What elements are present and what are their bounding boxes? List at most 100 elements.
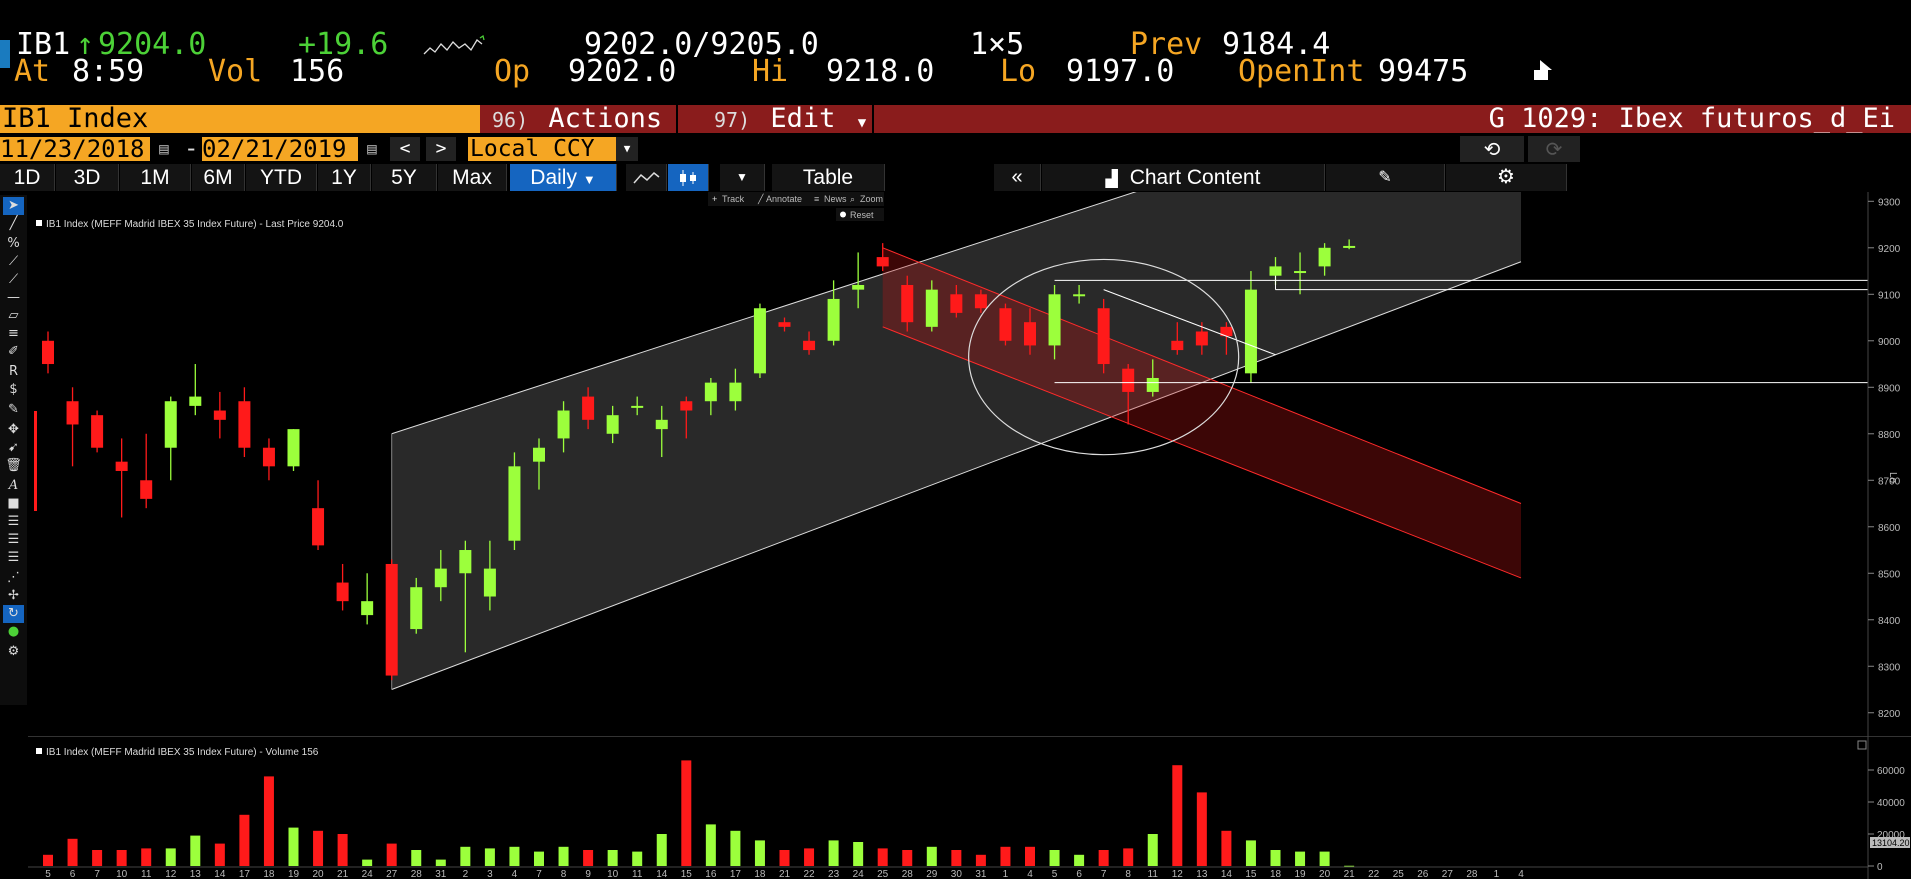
prev-period-button[interactable]: < [390,137,420,161]
candle-46[interactable] [1171,340,1184,351]
trend-line-icon[interactable]: ╱ [9,216,18,231]
volume-bar-7[interactable] [214,843,225,866]
volume-bar-21[interactable] [558,846,569,866]
volume-bar-30[interactable] [779,850,790,866]
candle-50[interactable] [1269,266,1282,276]
volume-bar-39[interactable] [1000,846,1011,866]
currency-field[interactable]: Local CCY [468,137,616,161]
volume-bar-28[interactable] [730,830,741,866]
candle-24[interactable] [631,405,644,408]
volume-bar-8[interactable] [239,814,250,866]
select-icon[interactable]: ➹ [8,440,19,455]
volume-bar-27[interactable] [705,824,716,866]
candle-28[interactable] [729,382,742,402]
brush-icon[interactable]: ✎ [8,402,19,417]
pencil-icon[interactable]: ✐ [8,344,19,359]
candle-34[interactable] [876,257,889,267]
volume-bar-29[interactable] [754,840,765,866]
candle-47[interactable] [1195,331,1208,346]
calendar-icon[interactable]: ▤ [367,139,377,158]
percent-tool-icon[interactable]: % [7,236,20,251]
volume-bar-22[interactable] [583,850,594,866]
volume-bar-38[interactable] [975,854,986,866]
volume-bar-49[interactable] [1245,840,1256,866]
settings-gear-icon[interactable]: ⚙ [1446,164,1567,191]
candle-12[interactable] [336,582,349,602]
volume-bar-13[interactable] [362,859,373,866]
candle-0[interactable] [42,340,54,365]
candle-33[interactable] [852,284,865,290]
panel-maximize-icon[interactable] [1857,740,1867,750]
volume-bar-24[interactable] [632,851,643,866]
candle-20[interactable] [533,447,545,462]
candle-30[interactable] [778,322,791,327]
r-tool-icon[interactable]: R [8,364,19,379]
volume-bar-23[interactable] [607,850,618,866]
candle-10[interactable] [287,429,300,467]
candle-51[interactable] [1294,271,1307,274]
volume-bar-1[interactable] [67,838,78,866]
candlestick-icon[interactable] [668,164,709,191]
trash-icon[interactable]: 🗑 [5,458,22,473]
candle-36[interactable] [925,289,938,327]
dotted-line-icon[interactable]: ⋰ [7,570,20,585]
start-date-field[interactable]: 11/23/2018 [0,137,150,161]
candle-25[interactable] [655,419,668,430]
candle-5[interactable] [164,401,177,448]
move-icon[interactable]: ✥ [8,422,19,437]
refresh-icon[interactable]: ↻ [3,605,24,623]
volume-bar-47[interactable] [1196,792,1207,866]
volume-bar-46[interactable] [1172,765,1183,866]
annotate-control[interactable]: Annotate [766,194,802,204]
security-field[interactable]: IB1 Index [0,105,480,133]
candle-40[interactable] [1024,322,1036,346]
period-button-6m[interactable]: 6M [192,164,245,191]
volume-bar-4[interactable] [141,848,152,866]
candle-53[interactable] [1343,245,1356,248]
rectangle-icon[interactable]: ■ [7,496,20,511]
candle-38[interactable] [974,294,987,309]
end-date-field[interactable]: 02/21/2019 [202,137,358,161]
volume-bar-2[interactable] [92,850,103,866]
period-button-ytd[interactable]: YTD [246,164,317,191]
volume-bar-34[interactable] [877,848,888,866]
volume-bar-45[interactable] [1147,834,1158,866]
line-tool-icon[interactable]: ⟋ [8,254,19,269]
candle-15[interactable] [410,587,423,630]
volume-bar-18[interactable] [484,848,495,866]
undo-button[interactable]: ⟲ [1460,136,1524,162]
candle-41[interactable] [1048,294,1061,346]
volume-bar-37[interactable] [951,850,962,866]
candle-9[interactable] [262,447,275,467]
redo-button[interactable]: ⟳ [1528,136,1580,162]
candle-43[interactable] [1097,308,1110,365]
candle-32[interactable] [827,298,840,341]
period-button-5y[interactable]: 5Y [372,164,437,191]
layout-icon[interactable]: ☰ [7,514,20,529]
ray-tool-icon[interactable]: ⟋ [8,272,19,287]
track-control[interactable]: Track [722,194,745,204]
volume-bar-14[interactable] [386,843,397,866]
channel-tool-icon[interactable]: ▱ [8,308,19,323]
zoom-control[interactable]: Zoom [860,194,883,204]
volume-bar-33[interactable] [853,842,864,866]
candle-2[interactable] [91,415,104,448]
volume-bar-25[interactable] [656,834,667,866]
candle-8[interactable] [238,401,251,448]
volume-bar-35[interactable] [902,850,913,866]
magnet-icon[interactable]: ✢ [8,588,19,603]
candle-4[interactable] [140,480,153,499]
volume-chart[interactable]: IB1 Index (MEFF Madrid IBEX 35 Index Fut… [28,736,1911,879]
horizontal-line-icon[interactable]: — [7,290,20,305]
fibonacci-icon[interactable]: ≡ [8,326,19,341]
volume-bar-9[interactable] [263,776,274,866]
volume-bar-20[interactable] [534,851,544,866]
price-chart[interactable]: 9300 9200 9100 9000 8900 8800 8700 8600 8500 8400… [28,192,1911,736]
calendar-icon[interactable]: ▤ [159,139,169,158]
volume-bar-32[interactable] [828,840,839,866]
candle-7[interactable] [213,410,226,420]
candle-31[interactable] [803,340,816,351]
edit-menu[interactable]: 97) Edit ▼ [678,105,872,133]
period-button-max[interactable]: Max [438,164,507,191]
volume-bar-36[interactable] [926,846,937,866]
